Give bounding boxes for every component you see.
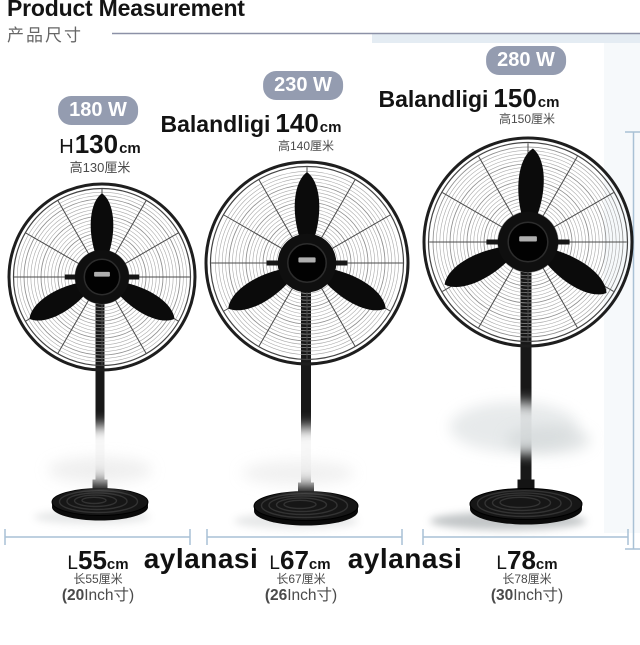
inch-value: (26	[264, 587, 288, 604]
length-label-small-fan: L55cm	[67, 545, 128, 576]
inch-suffix: Inch寸)	[84, 587, 135, 604]
length-label-cn-small-fan: 长55厘米	[73, 572, 123, 586]
length-unit: cm	[308, 556, 331, 573]
length-value: 67	[279, 545, 309, 575]
inch-suffix: Inch寸)	[513, 587, 564, 604]
length-label-medium-fan: L67cm	[269, 545, 330, 576]
length-unit: cm	[535, 556, 558, 573]
height-label-medium-fan: Balandligi 140cm	[161, 108, 342, 139]
height-label-cn-small-fan: 高130厘米	[69, 160, 131, 175]
height-label-cn-large-fan: 高150厘米	[498, 112, 556, 126]
height-dimension-line	[625, 131, 640, 550]
inch-label-small-fan: (20Inch寸)	[62, 583, 134, 605]
length-prefix: L	[496, 553, 507, 574]
height-label-large-fan: Balandligi 150cm	[379, 83, 560, 114]
circumference-annotation-1: aylanasi	[143, 543, 259, 574]
length-label-large-fan: L78cm	[496, 545, 557, 576]
page-title: Product Measurement	[7, 0, 245, 21]
circumference-annotation-2: aylanasi	[347, 543, 463, 574]
height-prefix: H	[59, 136, 74, 158]
height-unit: cm	[119, 140, 141, 157]
page-subtitle: 产品尺寸	[7, 26, 83, 45]
fan-graphic-2	[204, 160, 410, 529]
inch-value: (20	[61, 587, 85, 604]
power-badge-medium-fan: 230 W	[263, 71, 343, 100]
length-label-cn-large-fan: 长78厘米	[502, 572, 552, 586]
height-label-small-fan: H130cm	[59, 129, 141, 160]
power-badge-small-fan: 180 W	[58, 96, 138, 125]
height-value: 150	[493, 83, 537, 113]
length-label-cn-medium-fan: 长67厘米	[276, 572, 326, 586]
height-prefix: Balandligi	[160, 111, 271, 137]
height-prefix: Balandligi	[378, 86, 489, 112]
height-value: 130	[74, 129, 119, 159]
fan-graphic-3	[422, 136, 634, 530]
height-value: 140	[275, 108, 319, 138]
inch-value: (30	[490, 587, 514, 604]
height-label-cn-medium-fan: 高140厘米	[277, 139, 335, 153]
inch-label-medium-fan: (26Inch寸)	[265, 583, 337, 605]
width-dimension-lines	[4, 529, 629, 545]
inch-suffix: Inch寸)	[287, 587, 338, 604]
length-prefix: L	[67, 553, 78, 574]
length-value: 78	[506, 545, 536, 575]
height-unit: cm	[537, 94, 560, 111]
power-badge-large-fan: 280 W	[486, 46, 566, 75]
inch-label-large-fan: (30Inch寸)	[491, 583, 563, 605]
fan-graphic-1	[7, 182, 197, 524]
length-value: 55	[77, 545, 107, 575]
length-unit: cm	[106, 556, 129, 573]
height-unit: cm	[319, 119, 342, 136]
length-prefix: L	[269, 553, 280, 574]
